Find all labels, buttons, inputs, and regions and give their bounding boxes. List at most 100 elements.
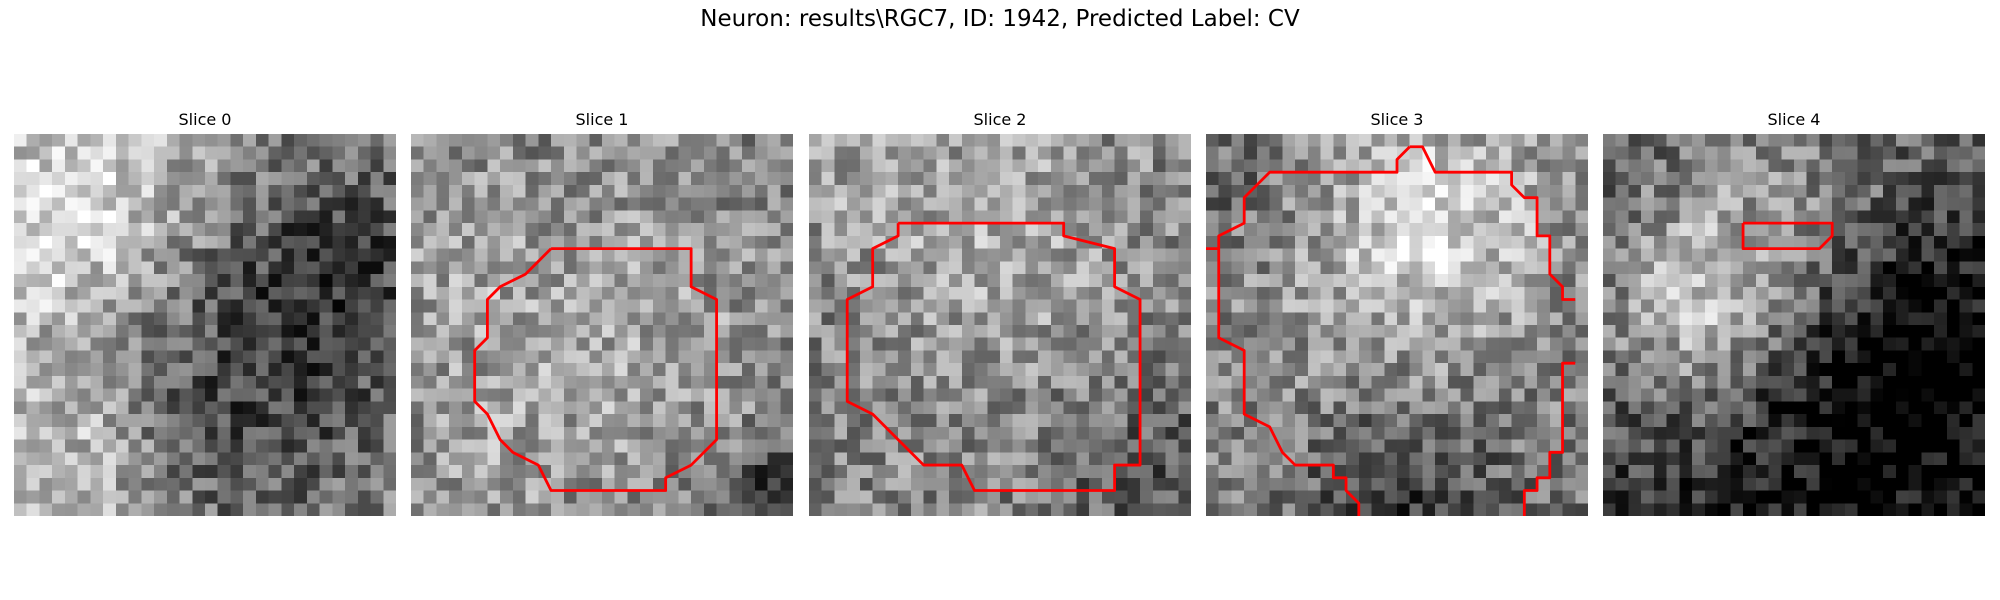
pixel xyxy=(1666,184,1680,198)
pixel xyxy=(52,477,66,491)
pixel xyxy=(1473,299,1487,313)
pixel xyxy=(1755,235,1769,249)
pixel xyxy=(885,452,899,466)
pixel xyxy=(1358,146,1372,160)
pixel xyxy=(1755,197,1769,211)
pixel xyxy=(691,503,705,516)
pixel xyxy=(1127,363,1141,377)
pixel xyxy=(923,375,937,389)
pixel xyxy=(281,503,295,516)
pixel xyxy=(1768,426,1782,440)
pixel xyxy=(1524,426,1538,440)
pixel xyxy=(128,210,142,224)
pixel xyxy=(1473,325,1487,338)
pixel xyxy=(1628,210,1642,224)
figure-title: Neuron: results\RGC7, ID: 1942, Predicte… xyxy=(700,6,1300,32)
pixel xyxy=(383,477,396,491)
pixel xyxy=(1244,223,1258,237)
pixel xyxy=(128,235,142,249)
pixel xyxy=(1615,337,1629,351)
pixel xyxy=(859,146,873,160)
pixel xyxy=(77,363,91,377)
pixel xyxy=(1575,172,1588,186)
pixel xyxy=(936,325,950,338)
pixel xyxy=(1653,375,1667,389)
pixel xyxy=(306,325,320,338)
pixel xyxy=(1908,274,1922,288)
pixel xyxy=(154,388,168,402)
pixel xyxy=(872,299,886,313)
pixel xyxy=(192,439,206,453)
pixel xyxy=(449,414,463,428)
pixel xyxy=(1857,490,1871,504)
pixel xyxy=(474,223,488,237)
pixel xyxy=(179,503,193,516)
pixel xyxy=(1165,312,1179,326)
pixel xyxy=(767,363,781,377)
pixel xyxy=(1934,235,1948,249)
pixel xyxy=(742,159,756,173)
pixel xyxy=(77,388,91,402)
pixel xyxy=(1832,286,1846,300)
pixel xyxy=(563,134,577,147)
pixel xyxy=(345,426,359,440)
pixel xyxy=(512,286,526,300)
pixel xyxy=(192,452,206,466)
pixel xyxy=(1819,312,1833,326)
pixel xyxy=(205,134,218,147)
pixel xyxy=(1628,184,1642,198)
pixel xyxy=(1844,197,1858,211)
pixel xyxy=(332,210,346,224)
pixel xyxy=(319,286,333,300)
pixel xyxy=(678,312,692,326)
pixel xyxy=(1050,286,1064,300)
pixel xyxy=(90,452,104,466)
pixel xyxy=(589,197,603,211)
pixel xyxy=(1857,197,1871,211)
pixel xyxy=(1000,426,1013,440)
pixel xyxy=(1282,439,1296,453)
pixel xyxy=(154,274,168,288)
pixel xyxy=(602,235,615,249)
pixel xyxy=(14,375,27,389)
pixel xyxy=(383,248,396,262)
pixel xyxy=(1218,159,1232,173)
pixel xyxy=(64,223,78,237)
pixel xyxy=(627,477,641,491)
pixel xyxy=(1972,439,1985,453)
pixel xyxy=(449,312,463,326)
pixel xyxy=(1089,184,1103,198)
pixel xyxy=(974,375,988,389)
pixel xyxy=(306,274,320,288)
pixel xyxy=(1755,452,1769,466)
pixel xyxy=(1269,337,1283,351)
pixel xyxy=(1140,210,1154,224)
pixel xyxy=(319,299,333,313)
pixel xyxy=(1730,503,1744,516)
pixel xyxy=(1575,134,1588,147)
pixel xyxy=(306,363,320,377)
pixel xyxy=(1717,172,1731,186)
pixel xyxy=(1883,286,1897,300)
pixel xyxy=(627,223,641,237)
pixel xyxy=(1781,299,1795,313)
pixel xyxy=(1806,299,1820,313)
pixel xyxy=(716,363,730,377)
pixel xyxy=(589,248,603,262)
pixel xyxy=(449,134,463,147)
pixel xyxy=(1562,248,1576,262)
pixel xyxy=(1165,172,1179,186)
pixel xyxy=(217,159,231,173)
pixel xyxy=(742,490,756,504)
pixel xyxy=(1666,477,1680,491)
pixel xyxy=(1307,235,1321,249)
pixel xyxy=(1358,286,1372,300)
pixel xyxy=(1101,159,1115,173)
pixel xyxy=(487,350,501,364)
pixel xyxy=(1486,146,1500,160)
pixel xyxy=(1743,477,1757,491)
pixel xyxy=(411,375,424,389)
pixel xyxy=(1025,337,1039,351)
pixel xyxy=(294,223,308,237)
pixel xyxy=(1063,439,1077,453)
